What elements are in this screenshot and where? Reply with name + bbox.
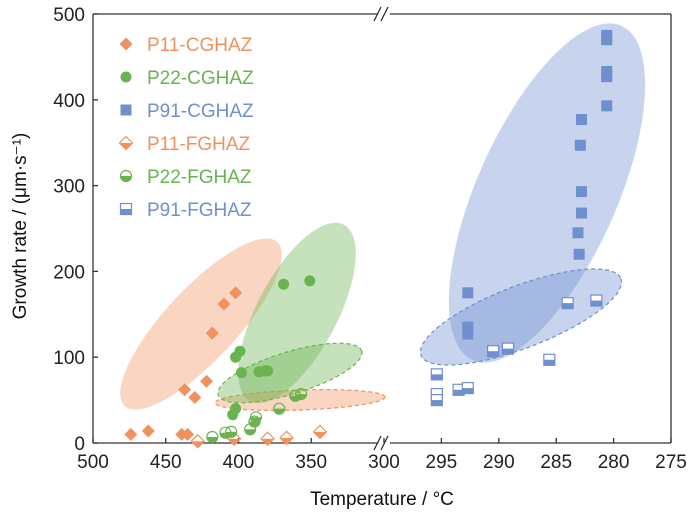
cluster-ellipse-6	[419, 268, 623, 366]
cluster-ellipse-5	[217, 342, 363, 404]
point-p11-fghaz-3	[260, 431, 275, 447]
legend-marker-p11-fghaz	[118, 135, 134, 151]
legend-label-p22-fghaz: P22-FGHAZ	[147, 167, 252, 188]
x-tick-label-450: 450	[150, 452, 182, 473]
point-p91-fghaz-5	[461, 381, 474, 395]
point-p22-cghaz-10	[227, 409, 239, 421]
point-p11-cghaz-5	[199, 374, 213, 388]
y-tick-label-100: 100	[53, 348, 85, 369]
point-p91-fghaz-3	[430, 394, 443, 407]
point-p22-cghaz-7	[278, 278, 290, 290]
x-tick-label-290: 290	[483, 452, 515, 473]
point-p22-cghaz-2	[234, 345, 246, 357]
point-p91-cghaz-13	[572, 227, 584, 239]
x-tick-label-350: 350	[295, 452, 327, 473]
point-p91-fghaz-8	[543, 353, 556, 366]
legend-label-p11-fghaz: P11-FGHAZ	[147, 134, 251, 155]
x-tick-label-275: 275	[655, 452, 687, 473]
x-tick-label-295: 295	[426, 452, 458, 473]
x-tick-label-280: 280	[598, 452, 630, 473]
point-p91-cghaz-5	[601, 34, 613, 46]
point-p91-cghaz-2	[462, 321, 474, 333]
axes	[92, 6, 672, 451]
legend-label-p91-fghaz: P91-FGHAZ	[147, 200, 252, 221]
point-p22-fghaz-3	[225, 425, 238, 438]
point-p11-cghaz-3	[178, 383, 192, 397]
x-tick-label-500: 500	[77, 452, 109, 473]
point-p22-cghaz-8	[304, 275, 316, 287]
point-p22-cghaz-6	[262, 365, 274, 377]
x-tick-label-400: 400	[223, 452, 255, 473]
point-p22-fghaz-7	[273, 402, 286, 415]
y-tick-label-300: 300	[53, 177, 85, 198]
axis-break-mark-1	[373, 6, 382, 22]
y-tick-label-0: 0	[74, 434, 85, 455]
point-p91-fghaz-9	[561, 297, 574, 310]
point-p11-cghaz-8	[229, 286, 243, 300]
point-p11-fghaz-1	[190, 433, 206, 449]
point-p91-cghaz-7	[601, 71, 613, 83]
legend-label-p91-cghaz: P91-CGHAZ	[147, 101, 254, 122]
point-p11-fghaz-5	[312, 424, 328, 440]
point-p22-fghaz-9	[294, 387, 308, 401]
point-p11-cghaz-6	[205, 326, 219, 340]
point-p91-cghaz-9	[575, 114, 587, 126]
point-p22-cghaz-3	[235, 367, 247, 379]
point-p11-fghaz-4	[279, 430, 294, 446]
point-p11-cghaz-2	[141, 424, 155, 438]
x-tick-label-285: 285	[540, 452, 572, 473]
tick-labels: 0 100 200 300 400 500 500 450 400 350 300 295 290 285…	[53, 5, 687, 473]
y-tick-label-500: 500	[53, 5, 85, 26]
point-p91-cghaz-8	[601, 100, 613, 112]
legend-marker-p11-cghaz	[119, 37, 133, 51]
y-axis-title: Growth rate / (μm·s⁻¹)	[10, 133, 31, 320]
point-p91-fghaz-1	[430, 368, 443, 381]
x-tick-label-300: 300	[368, 452, 400, 473]
point-p22-fghaz-6	[249, 411, 263, 424]
legend-marker-p91-cghaz	[120, 104, 132, 116]
point-p91-cghaz-14	[573, 248, 585, 260]
cluster-ellipse-1	[120, 238, 282, 410]
y-tick-label-400: 400	[53, 91, 85, 112]
point-p91-cghaz-11	[575, 186, 587, 198]
y-tick-label-200: 200	[53, 262, 85, 283]
legend-marker-p91-fghaz	[119, 202, 133, 216]
legend-marker-p22-cghaz	[120, 71, 132, 83]
point-p11-cghaz-10	[181, 427, 195, 441]
cluster-ellipses	[120, 23, 646, 412]
legend: P11-CGHAZ P22-CGHAZ P91-CGHAZ P11-FGHAZ P22-…	[118, 35, 254, 221]
point-p91-cghaz-1	[462, 287, 474, 299]
point-p91-cghaz-3	[462, 328, 474, 340]
legend-marker-p22-fghaz	[119, 169, 133, 183]
legend-label-p11-cghaz: P11-CGHAZ	[147, 35, 253, 56]
point-p91-cghaz-12	[575, 207, 587, 219]
point-p91-fghaz-10	[590, 294, 603, 307]
point-p11-cghaz-7	[217, 297, 231, 311]
cluster-ellipse-3	[448, 23, 646, 363]
point-p11-cghaz-4	[188, 391, 202, 405]
point-p22-fghaz-1	[206, 430, 219, 444]
point-p91-fghaz-7	[501, 342, 515, 355]
axis-break-mark-2	[380, 6, 389, 22]
legend-label-p22-cghaz: P22-CGHAZ	[147, 68, 254, 89]
x-axis-title: Temperature / °C	[310, 489, 454, 510]
point-p11-cghaz-1	[124, 427, 138, 441]
point-p91-cghaz-10	[574, 139, 586, 151]
data-points	[124, 29, 613, 449]
axis-break-mark-3	[373, 435, 382, 451]
point-p91-fghaz-6	[486, 345, 500, 358]
